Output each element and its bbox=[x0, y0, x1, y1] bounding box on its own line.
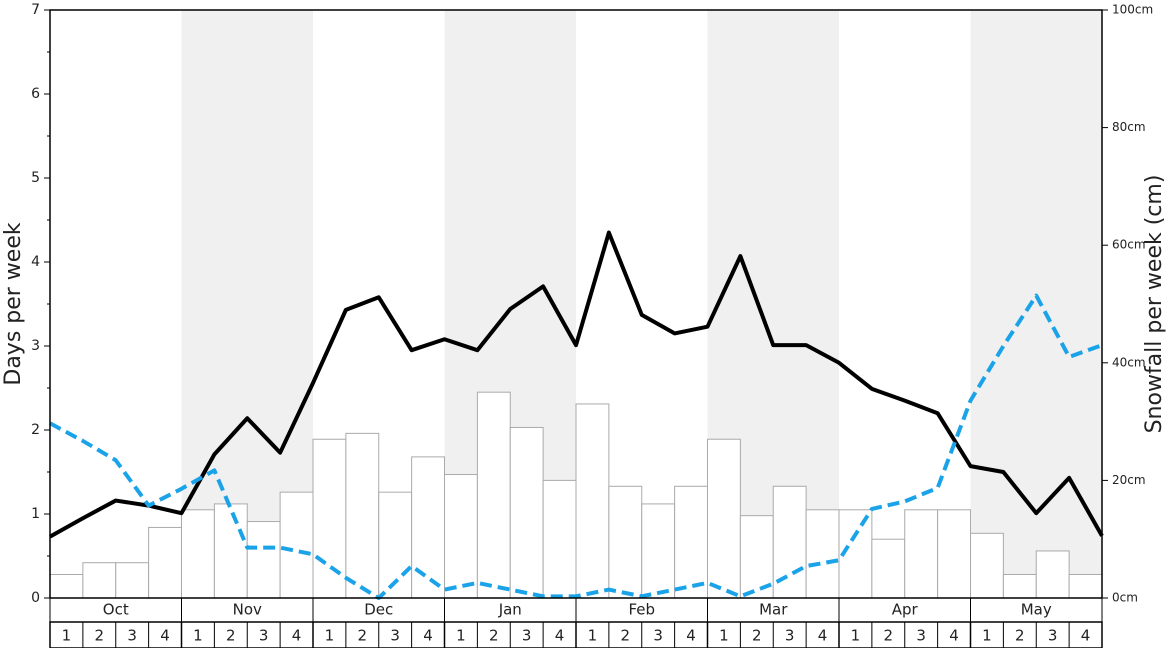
bar bbox=[641, 503, 676, 599]
week-label: 2 bbox=[226, 627, 236, 645]
week-label: 3 bbox=[916, 627, 926, 645]
line bbox=[49, 293, 1103, 600]
bar bbox=[937, 509, 971, 599]
month-label: Feb bbox=[628, 601, 655, 619]
bar bbox=[1035, 550, 1070, 599]
y2-tick-label: 40cm bbox=[1112, 355, 1146, 369]
y-tick-label: 3 bbox=[31, 338, 40, 354]
bar bbox=[49, 573, 84, 599]
bar bbox=[476, 391, 511, 599]
bar bbox=[148, 526, 182, 599]
week-label: 1 bbox=[62, 627, 72, 645]
week-label: 4 bbox=[686, 627, 696, 645]
week-label: 1 bbox=[851, 627, 861, 645]
line bbox=[49, 230, 1104, 539]
bar bbox=[444, 474, 478, 599]
y-axis-label: Days per week bbox=[1, 222, 26, 385]
bar bbox=[1068, 573, 1103, 599]
bar bbox=[509, 426, 544, 599]
month-label: May bbox=[1021, 601, 1052, 619]
bar bbox=[608, 485, 643, 599]
week-label: 2 bbox=[1015, 627, 1025, 645]
bar bbox=[312, 438, 347, 599]
bar bbox=[82, 562, 117, 599]
week-label: 1 bbox=[456, 627, 466, 645]
week-label: 3 bbox=[390, 627, 400, 645]
week-label: 2 bbox=[358, 627, 368, 645]
y-tick-label: 7 bbox=[31, 2, 40, 18]
y2-tick-label: 20cm bbox=[1112, 473, 1146, 487]
bar bbox=[115, 562, 150, 599]
bar bbox=[707, 438, 741, 599]
week-label: 1 bbox=[588, 627, 598, 645]
week-label: 4 bbox=[160, 627, 170, 645]
week-label: 2 bbox=[489, 627, 499, 645]
bar bbox=[871, 538, 906, 599]
y-tick-label: 1 bbox=[31, 506, 40, 522]
week-label: 1 bbox=[982, 627, 992, 645]
month-shade bbox=[970, 10, 1102, 598]
y-tick-label: 4 bbox=[31, 254, 40, 270]
bar bbox=[213, 503, 248, 599]
y-tick-label: 0 bbox=[31, 590, 40, 606]
month-label: Oct bbox=[103, 601, 129, 619]
bar bbox=[345, 432, 380, 599]
y-tick-label: 2 bbox=[31, 422, 40, 438]
y2-tick-label: 0cm bbox=[1112, 591, 1138, 605]
week-label: 3 bbox=[522, 627, 532, 645]
bar bbox=[970, 532, 1004, 599]
bar bbox=[279, 491, 314, 599]
y-tick-label: 6 bbox=[31, 86, 40, 102]
week-label: 3 bbox=[785, 627, 795, 645]
month-label: Nov bbox=[233, 601, 262, 619]
week-label: 2 bbox=[884, 627, 894, 645]
week-label: 3 bbox=[653, 627, 663, 645]
bar bbox=[575, 403, 610, 599]
bar bbox=[411, 456, 445, 599]
bar bbox=[542, 479, 577, 599]
y2-tick-label: 60cm bbox=[1112, 238, 1146, 252]
week-label: 4 bbox=[949, 627, 959, 645]
bar bbox=[181, 509, 215, 599]
week-label: 2 bbox=[752, 627, 762, 645]
month-label: Jan bbox=[498, 601, 522, 619]
month-label: Apr bbox=[892, 601, 919, 619]
week-label: 1 bbox=[193, 627, 203, 645]
bar bbox=[805, 509, 840, 599]
week-label: 3 bbox=[1048, 627, 1058, 645]
bar bbox=[246, 521, 281, 599]
week-label: 2 bbox=[95, 627, 105, 645]
week-label: 3 bbox=[127, 627, 137, 645]
week-label: 3 bbox=[259, 627, 269, 645]
bar bbox=[904, 509, 939, 599]
bar bbox=[1002, 573, 1037, 599]
week-label: 4 bbox=[555, 627, 565, 645]
month-label: Dec bbox=[364, 601, 393, 619]
bar bbox=[674, 485, 708, 599]
week-label: 4 bbox=[818, 627, 828, 645]
week-label: 4 bbox=[423, 627, 433, 645]
y2-axis-label: Snowfall per week (cm) bbox=[1142, 175, 1167, 434]
week-label: 1 bbox=[325, 627, 335, 645]
week-label: 2 bbox=[621, 627, 631, 645]
week-label: 1 bbox=[719, 627, 729, 645]
y2-tick-label: 100cm bbox=[1112, 3, 1153, 17]
y-tick-label: 5 bbox=[31, 170, 40, 186]
y2-tick-label: 80cm bbox=[1112, 120, 1146, 134]
month-label: Mar bbox=[759, 601, 788, 619]
week-label: 4 bbox=[1081, 627, 1091, 645]
week-label: 4 bbox=[292, 627, 302, 645]
